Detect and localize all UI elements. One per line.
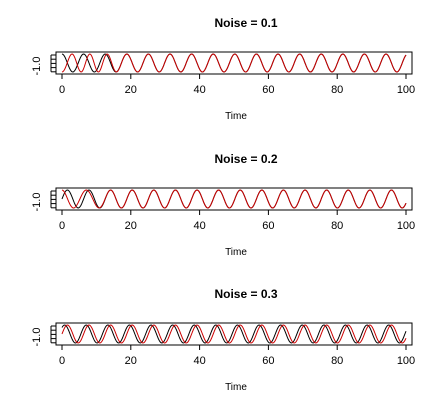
x-tick-label-2-4: 80 xyxy=(331,220,343,232)
series-line-3-1 xyxy=(61,324,407,344)
x-axis-label-3: Time xyxy=(225,382,247,393)
x-tick-label-1-0: 0 xyxy=(59,84,65,96)
x-tick-label-1-1: 20 xyxy=(125,84,137,96)
y-tick-label-3: -1.0 xyxy=(31,328,43,347)
x-tick-label-3-4: 80 xyxy=(331,355,343,367)
x-tick-label-3-1: 20 xyxy=(125,355,137,367)
x-tick-label-3-0: 0 xyxy=(59,355,65,367)
x-tick-label-2-5: 100 xyxy=(397,220,415,232)
chart-title-1: Noise = 0.1 xyxy=(214,16,277,30)
y-tick-label-2: -1.0 xyxy=(31,193,43,212)
x-tick-label-1-2: 40 xyxy=(193,84,205,96)
x-tick-label-1-5: 100 xyxy=(397,84,415,96)
x-tick-label-1-3: 60 xyxy=(262,84,274,96)
x-tick-label-1-4: 80 xyxy=(331,84,343,96)
x-tick-label-2-3: 60 xyxy=(262,220,274,232)
x-axis-label-1: Time xyxy=(225,111,247,122)
y-tick-label-1: -1.0 xyxy=(31,57,43,76)
x-tick-label-3-2: 40 xyxy=(193,355,205,367)
x-tick-label-2-0: 0 xyxy=(59,220,65,232)
series-line-1-2 xyxy=(61,53,407,73)
x-tick-label-2-1: 20 xyxy=(125,220,137,232)
series-line-3-2 xyxy=(61,324,407,344)
x-tick-label-3-5: 100 xyxy=(397,355,415,367)
x-tick-label-3-3: 60 xyxy=(262,355,274,367)
series-line-2-2 xyxy=(61,189,407,209)
x-tick-label-2-2: 40 xyxy=(193,220,205,232)
x-axis-label-2: Time xyxy=(225,247,247,258)
chart-title-3: Noise = 0.3 xyxy=(214,287,277,301)
chart-title-2: Noise = 0.2 xyxy=(214,152,277,166)
